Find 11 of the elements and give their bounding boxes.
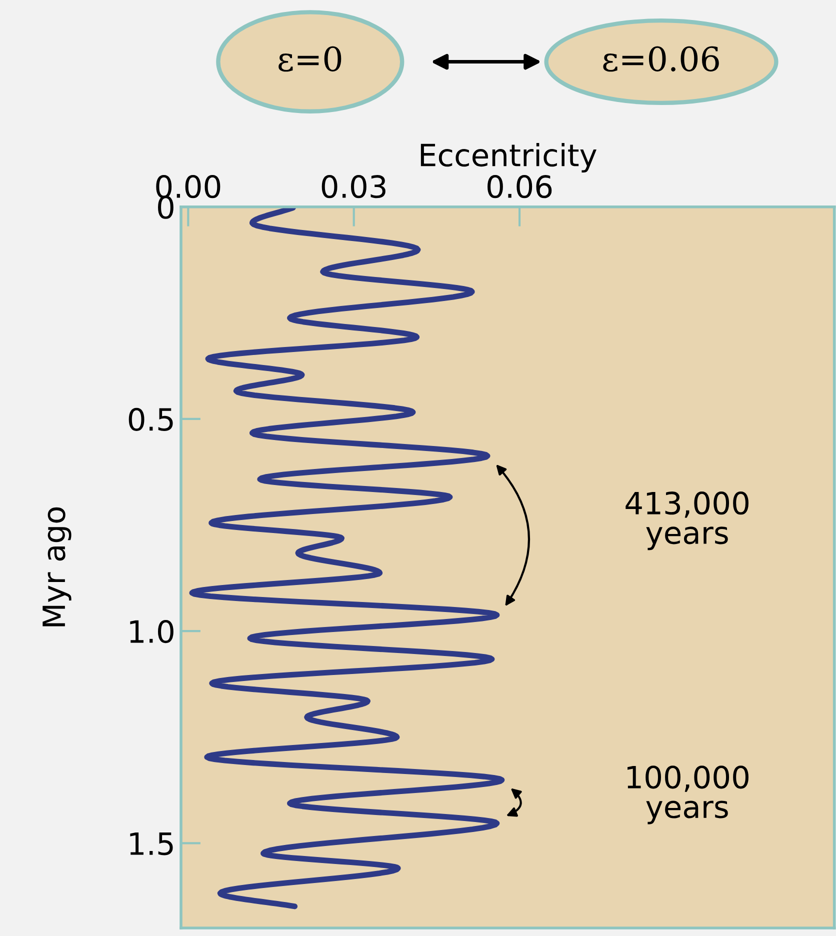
annotation: 413,000 years	[626, 492, 748, 550]
y-tick-label: 1.5	[130, 832, 173, 856]
text: ε=0.06	[603, 46, 719, 72]
annotation: 100,000 years	[628, 766, 748, 824]
text: ε=0	[278, 46, 342, 72]
x-axis-title: Eccentricity	[420, 142, 596, 173]
y-axis-title: Myr ago	[42, 507, 72, 626]
y-tick-label: 0.5	[128, 408, 173, 432]
x-tick-label: 0.06	[488, 175, 552, 198]
x-tick-label: 0.03	[322, 175, 386, 198]
y-tick-label: 1.0	[130, 620, 174, 644]
